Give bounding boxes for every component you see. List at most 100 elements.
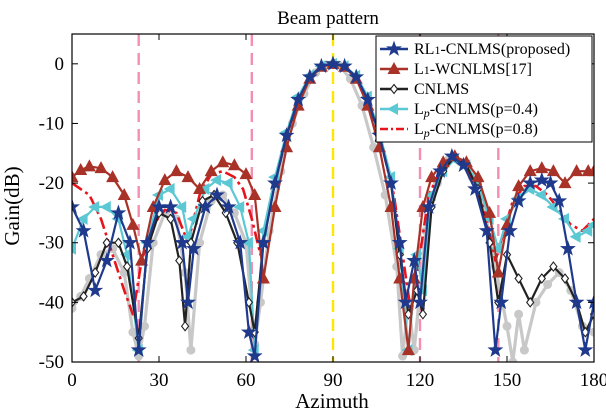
data-point-marker	[523, 164, 537, 177]
data-point-marker	[98, 252, 115, 268]
data-point-marker	[522, 174, 539, 190]
data-point-marker	[99, 200, 111, 213]
data-point-marker	[169, 164, 183, 177]
data-point-marker	[72, 170, 79, 183]
chart-title: Beam pattern	[277, 8, 379, 29]
data-point-marker	[126, 217, 140, 230]
data-point-marker	[491, 265, 505, 278]
data-point-marker	[175, 255, 184, 267]
data-point-marker	[425, 170, 439, 183]
data-point-marker	[162, 198, 179, 214]
data-point-marker	[543, 279, 553, 289]
data-point-marker	[246, 347, 263, 362]
data-point-marker	[570, 164, 584, 177]
data-point-marker	[91, 267, 100, 278]
y-tick-label: -40	[39, 292, 64, 313]
data-point-marker	[227, 158, 241, 171]
data-point-marker	[241, 236, 253, 249]
data-point-marker	[106, 170, 120, 183]
data-point-marker	[88, 200, 100, 213]
y-axis-title: Gain(dB)	[0, 166, 24, 245]
data-point-marker	[256, 271, 270, 284]
data-point-marker	[74, 162, 88, 175]
x-tick-label: 90	[324, 370, 343, 391]
legend-item: Lp-CNLMS(p=0.8)	[380, 121, 538, 140]
data-point-marker	[443, 147, 460, 164]
legend-item: RL1-CNLMS(proposed)	[380, 40, 570, 58]
data-point-marker	[186, 212, 198, 225]
legend-item: L1-WCNLMS[17]	[380, 61, 532, 78]
data-point-marker	[267, 174, 283, 190]
data-point-marker	[569, 230, 581, 243]
data-point-marker	[163, 183, 175, 196]
data-point-marker	[233, 200, 245, 213]
legend-label: Lp-CNLMS(p=0.8)	[414, 121, 538, 140]
data-point-marker	[180, 320, 190, 332]
data-point-marker	[181, 170, 195, 183]
data-point-marker	[221, 177, 233, 190]
x-tick-label: 60	[237, 370, 256, 391]
data-point-marker	[401, 343, 415, 356]
data-point-marker	[278, 126, 295, 143]
data-point-marker	[587, 221, 594, 229]
x-tick-label: 180	[580, 370, 606, 391]
data-point-marker	[589, 327, 594, 337]
y-tick-label: 0	[55, 54, 65, 75]
data-point-marker	[76, 212, 88, 225]
data-point-marker	[420, 198, 437, 214]
data-point-marker	[301, 68, 318, 84]
data-point-marker	[174, 234, 191, 250]
legend-marker	[386, 40, 402, 56]
data-point-marker	[325, 55, 341, 71]
data-point-marker	[455, 156, 472, 173]
data-point-marker	[558, 176, 572, 189]
data-point-marker	[255, 234, 272, 250]
data-point-marker	[514, 309, 524, 319]
data-point-marker	[512, 179, 526, 192]
data-point-marker	[204, 164, 218, 177]
x-tick-label: 30	[150, 370, 169, 391]
data-point-marker	[216, 155, 230, 168]
data-point-marker	[268, 199, 282, 212]
legend-item: Lp-CNLMS(p=0.4)	[380, 101, 538, 120]
x-tick-label: 120	[406, 370, 435, 391]
axis-ticks: 0 30 60 90 120 150 180 -50 -40 -30 -20 -10 0	[39, 34, 606, 391]
data-point-marker	[487, 341, 504, 357]
data-point-marker	[514, 273, 523, 284]
data-point-marker	[75, 222, 92, 238]
data-point-marker	[535, 161, 549, 174]
legend-box	[375, 35, 593, 143]
data-point-marker	[526, 296, 535, 308]
data-point-marker	[209, 186, 225, 202]
data-point-marker	[510, 192, 527, 208]
data-point-marker	[587, 164, 594, 177]
y-tick-label: -10	[39, 113, 64, 134]
data-point-marker	[102, 237, 111, 249]
data-point-marker	[406, 252, 423, 268]
legend-label: CNLMS	[414, 81, 469, 98]
data-point-marker	[397, 294, 414, 310]
legend: RL1-CNLMS(proposed) L1-WCNLMS[17] CNLMS Lp-…	[375, 35, 593, 143]
data-point-marker	[180, 294, 196, 310]
data-point-marker	[478, 222, 495, 238]
data-point-marker	[549, 261, 558, 272]
data-point-marker	[336, 57, 353, 74]
data-point-marker	[240, 323, 257, 339]
data-point-marker	[122, 261, 132, 272]
data-point-marker	[313, 57, 330, 74]
data-point-marker	[193, 182, 207, 195]
series-group	[72, 55, 594, 362]
y-tick-label: -30	[39, 233, 64, 254]
data-point-marker	[534, 189, 546, 202]
data-point-marker	[114, 237, 123, 249]
data-point-marker	[130, 341, 147, 357]
data-point-marker	[577, 341, 594, 357]
x-tick-label: 0	[67, 370, 77, 391]
data-point-marker	[359, 91, 376, 107]
data-point-marker	[519, 345, 529, 355]
data-point-marker	[531, 297, 541, 307]
data-point-marker	[491, 242, 503, 255]
data-point-marker	[586, 294, 594, 310]
y-tick-label: -20	[39, 173, 64, 194]
data-point-marker	[140, 321, 149, 331]
